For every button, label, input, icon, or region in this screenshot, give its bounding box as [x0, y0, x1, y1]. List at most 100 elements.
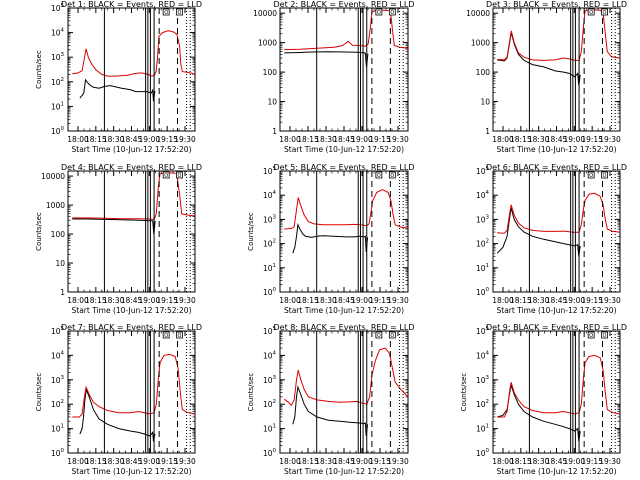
y-tick-label: 104: [51, 28, 65, 38]
panel-title: Det 3: BLACK = Events, RED = LLD: [486, 0, 627, 9]
panel-title: Det 5: BLACK = Events, RED = LLD: [274, 163, 415, 172]
y-tick-exponent: 1: [486, 263, 490, 269]
y-tick-label: 102: [476, 399, 489, 409]
x-axis-label: Start Time (10-Jun-12 17:52:20): [497, 145, 617, 154]
y-tick-label: 100: [263, 287, 277, 297]
box-marker: [388, 331, 396, 339]
box-marker-label: O: [390, 173, 394, 179]
y-tick-label: 105: [476, 166, 490, 176]
box-marker-label: O: [164, 173, 168, 179]
y-tick-exponent: 2: [486, 239, 490, 245]
plot-frame: [67, 170, 196, 293]
box-marker: [162, 8, 170, 16]
x-tick-label: 19:30: [599, 457, 621, 466]
series-line-lld: [72, 30, 195, 77]
panel-det-4: 1 10 100 1000 10000 18:0018:1518:3018:4519:00…: [35, 163, 202, 315]
x-tick-label: 18:45: [333, 296, 355, 305]
y-tick-exponent: 1: [61, 101, 65, 107]
x-tick-label: 19:30: [599, 296, 621, 305]
y-tick-exponent: 5: [61, 326, 65, 332]
y-tick-label: 104: [51, 350, 65, 360]
box-marker-label: O: [589, 333, 593, 339]
x-tick-label: 18:30: [103, 135, 125, 144]
x-tick-label: 19:30: [174, 296, 196, 305]
y-tick-exponent: 3: [273, 214, 277, 220]
box-marker: [388, 171, 396, 179]
x-tick-label: 18:45: [121, 457, 143, 466]
y-tick-label: 100: [51, 126, 65, 136]
y-axis-label: Counts/sec: [247, 212, 255, 251]
y-tick-label: 100: [476, 287, 490, 297]
box-marker-label: O: [178, 173, 182, 179]
y-tick-label: 102: [263, 399, 276, 409]
y-tick-label: 101: [476, 424, 489, 434]
y-tick-exponent: 3: [273, 375, 277, 381]
x-tick-label: 18:45: [333, 457, 355, 466]
plot-frame: [492, 330, 621, 454]
box-marker: [176, 171, 183, 179]
data-layer: [284, 347, 408, 436]
box-marker: [176, 331, 183, 339]
x-tick-label: 18:30: [315, 296, 337, 305]
panel-det-5: 10010110210310410518:0018:1518:3018:4519…: [247, 163, 414, 315]
y-tick-exponent: 0: [61, 126, 65, 132]
box-marker: [162, 331, 170, 339]
y-tick-label: 105: [263, 326, 277, 336]
box-marker: [587, 8, 595, 16]
y-tick-label: 102: [51, 399, 64, 409]
x-axis-label: Start Time (10-Jun-12 17:52:20): [72, 306, 192, 315]
y-tick-label: 103: [476, 375, 490, 385]
x-tick-label: 18:00: [279, 135, 301, 144]
box-marker: [162, 171, 170, 179]
x-tick-label: 18:15: [297, 296, 319, 305]
panel-title: Det 6: BLACK = Events, RED = LLD: [486, 163, 627, 172]
panel-det-6: 10010110210310410518:0018:1518:3018:4519…: [476, 163, 627, 315]
x-tick-label: 19:15: [369, 457, 391, 466]
data-layer: [72, 353, 195, 442]
x-tick-label: 18:15: [510, 457, 532, 466]
y-tick-label: 100: [476, 448, 490, 458]
x-tick-label: 19:30: [387, 135, 409, 144]
y-tick-exponent: 0: [61, 448, 65, 454]
data-layer: [496, 192, 620, 257]
y-tick-exponent: 5: [273, 166, 277, 172]
x-tick-label: 19:00: [139, 135, 161, 144]
x-tick-label: 19:15: [156, 457, 178, 466]
y-tick-label: 10: [267, 98, 277, 107]
y-tick-exponent: 2: [61, 399, 65, 405]
x-tick-label: 19:30: [174, 457, 196, 466]
y-tick-exponent: 2: [486, 399, 490, 405]
y-tick-label: 104: [476, 190, 490, 200]
x-tick-label: 19:15: [581, 135, 603, 144]
data-layer: [497, 354, 620, 442]
x-tick-label: 19:15: [581, 457, 603, 466]
y-tick-label: 10: [480, 98, 490, 107]
plot-frame: [279, 330, 409, 454]
x-axis-label: Start Time (10-Jun-12 17:52:20): [72, 467, 192, 476]
y-tick-exponent: 0: [273, 448, 277, 454]
y-tick-label: 1000: [46, 201, 65, 210]
panel-det-2: 1 10 100 1000 10000 18:0018:1518:3018:4519:00…: [253, 0, 414, 154]
y-tick-label: 101: [263, 424, 276, 434]
x-tick-label: 18:45: [546, 135, 568, 144]
x-tick-label: 18:45: [121, 135, 143, 144]
x-tick-label: 18:30: [528, 457, 550, 466]
y-tick-label: 102: [51, 77, 64, 87]
y-tick-label: 101: [263, 263, 276, 273]
x-tick-label: 19:00: [564, 135, 586, 144]
y-tick-exponent: 3: [61, 375, 65, 381]
plot-frame: [279, 170, 409, 293]
box-marker: [601, 8, 608, 16]
x-tick-label: 18:00: [279, 457, 301, 466]
box-marker-label: O: [390, 10, 394, 16]
series-line-events: [292, 223, 369, 254]
x-tick-label: 18:30: [528, 135, 550, 144]
series-line-events: [284, 51, 369, 67]
x-tick-label: 18:00: [492, 296, 514, 305]
y-tick-exponent: 4: [486, 190, 490, 196]
y-tick-label: 1: [485, 127, 490, 136]
x-tick-label: 19:00: [351, 296, 373, 305]
y-tick-exponent: 1: [61, 424, 65, 430]
x-tick-label: 18:45: [546, 296, 568, 305]
